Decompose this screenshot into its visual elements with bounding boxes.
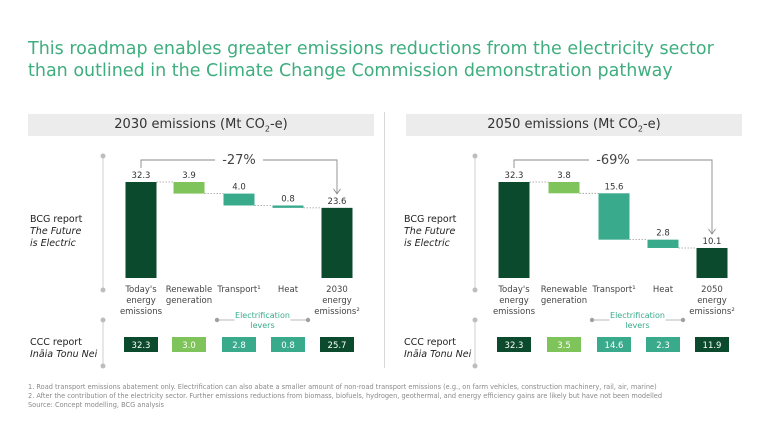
panel1-ccc-box-1 <box>172 337 206 352</box>
panel2-bar-label-0: 32.3 <box>505 171 524 181</box>
panel2-ccc-value-4: 11.9 <box>703 341 722 351</box>
panel1-axis-dot-bottom <box>100 287 106 293</box>
panel2-change-arrowhead <box>708 228 716 235</box>
panel1-ccc-box-2 <box>222 337 256 352</box>
panel2-bar-2 <box>598 193 630 240</box>
panel1-ccc-value-2: 2.8 <box>232 341 246 351</box>
panel2-bar-label-2: 15.6 <box>605 182 624 192</box>
panel2-category-label-4-2: emissions² <box>689 307 735 317</box>
panel2-ccc-axis-dot-bottom <box>472 363 478 369</box>
panel2-category-label-0-1: energy <box>499 296 529 306</box>
bcg-report-label-right: BCG report The Future is Electric <box>404 214 457 249</box>
panel2-category-label-1-0: Renewable <box>541 285 588 295</box>
panel1-ccc-value-3: 0.8 <box>281 341 295 351</box>
panel2-category-label-4-0: 2050 <box>701 285 723 295</box>
panel1-category-label-3-0: Heat <box>278 285 299 295</box>
footnote-1: 1. Road transport emissions abatement on… <box>28 383 657 391</box>
panel1-change-arrowhead <box>333 188 341 195</box>
panel2-bar-3 <box>647 239 679 248</box>
panel-divider <box>384 112 385 368</box>
footnotes: 1. Road transport emissions abatement on… <box>28 383 758 410</box>
panel2-category-label-3-0: Heat <box>653 285 674 295</box>
panel2-bar-label-4: 10.1 <box>703 237 722 247</box>
panel1-change-label-bg <box>215 151 263 167</box>
panel2-bar-label-1: 3.8 <box>557 171 571 181</box>
panel1-category-label-1-1: generation <box>166 296 212 306</box>
panel1-category-label-4-1: energy <box>322 296 352 306</box>
panel1-ccc-box-3 <box>271 337 305 352</box>
panel-header-2050: 2050 emissions (Mt CO2-e) <box>406 114 742 136</box>
panel2-category-label-0-0: Today's <box>497 285 530 295</box>
panel1-ccc-axis-dot-bottom <box>100 363 106 369</box>
panel1-category-label-4-2: emissions² <box>314 307 360 317</box>
panel2-ccc-box-0 <box>497 337 531 352</box>
page-title: This roadmap enables greater emissions r… <box>28 39 714 81</box>
panel1-category-label-1-0: Renewable <box>166 285 213 295</box>
panel1-ccc-axis-dot-top <box>100 317 106 323</box>
panel1-electrification-label-0: Electrification <box>235 311 290 320</box>
footnote-source: Source: Concept modelling, BCG analysis <box>28 401 164 409</box>
panel1-bar-label-2: 4.0 <box>232 183 246 193</box>
panel2-ccc-box-4 <box>695 337 729 352</box>
ccc-report-label-right: CCC report Ināia Tonu Nei <box>404 337 472 360</box>
panel1-category-label-2-0: Transport¹ <box>216 285 260 295</box>
panel1-ccc-value-0: 32.3 <box>132 341 151 351</box>
panel1-bar-label-3: 0.8 <box>281 194 295 204</box>
panel2-electrification-label-bg <box>609 309 666 333</box>
panel2-category-label-2-0: Transport¹ <box>591 285 635 295</box>
panel1-category-label-0-1: energy <box>126 296 156 306</box>
panel2-bar-label-3: 2.8 <box>656 229 670 239</box>
panel1-bar-3 <box>272 205 304 208</box>
panel2-electrification-label-0: Electrification <box>610 311 665 320</box>
panel1-bar-label-1: 3.9 <box>182 171 196 181</box>
panel1-bar-label-0: 32.3 <box>132 171 151 181</box>
panel2-ccc-value-0: 32.3 <box>505 341 524 351</box>
panel1-ccc-box-4 <box>320 337 354 352</box>
panel2-category-label-4-1: energy <box>697 296 727 306</box>
panel2-electrification-dot-right <box>680 317 686 323</box>
panel1-category-label-0-2: emissions <box>120 307 163 317</box>
panel1-axis-dot-top <box>100 153 106 159</box>
panel1-bar-label-4: 23.6 <box>328 197 347 207</box>
panel2-axis-dot-bottom <box>472 287 478 293</box>
panel2-electrification-label-1: levers <box>625 321 649 330</box>
panel1-ccc-value-1: 3.0 <box>182 341 196 351</box>
panel1-electrification-label-1: levers <box>250 321 274 330</box>
panel2-bar-1 <box>548 182 580 194</box>
panel2-ccc-value-3: 2.3 <box>656 341 670 351</box>
panel1-bar-4 <box>321 207 353 278</box>
panel2-ccc-box-1 <box>547 337 581 352</box>
panel2-category-label-1-1: generation <box>541 296 587 306</box>
panel1-ccc-value-4: 25.7 <box>328 341 347 351</box>
panel1-category-label-0-0: Today's <box>124 285 157 295</box>
panel2-change-label-bg <box>589 151 637 167</box>
panel-header-2030: 2030 emissions (Mt CO2-e) <box>28 114 374 136</box>
panel2-ccc-axis-dot-top <box>472 317 478 323</box>
panel2-bar-0 <box>498 182 530 278</box>
panel2-ccc-box-2 <box>597 337 631 352</box>
panel1-category-label-4-0: 2030 <box>326 285 348 295</box>
panel1-change-label: -27% <box>222 153 256 168</box>
panel2-ccc-value-1: 3.5 <box>557 341 571 351</box>
panel2-category-label-0-2: emissions <box>493 307 536 317</box>
footnote-2: 2. After the contribution of the electri… <box>28 392 663 400</box>
panel1-ccc-box-0 <box>124 337 158 352</box>
panel2-ccc-value-2: 14.6 <box>605 341 624 351</box>
panel1-electrification-dot-right <box>305 317 311 323</box>
panel2-electrification-dot-left <box>589 317 595 323</box>
panel1-bar-0 <box>125 182 157 278</box>
panel1-bar-1 <box>173 182 205 194</box>
panel2-change-label: -69% <box>596 153 630 168</box>
ccc-report-label-left: CCC report Ināia Tonu Nei <box>30 337 98 360</box>
panel2-axis-dot-top <box>472 153 478 159</box>
panel1-electrification-dot-left <box>214 317 220 323</box>
bcg-report-label-left: BCG report The Future is Electric <box>30 214 83 249</box>
panel2-bar-4 <box>696 247 728 278</box>
panel1-bar-2 <box>223 193 255 206</box>
panel2-ccc-box-3 <box>646 337 680 352</box>
panel1-electrification-label-bg <box>234 309 291 333</box>
